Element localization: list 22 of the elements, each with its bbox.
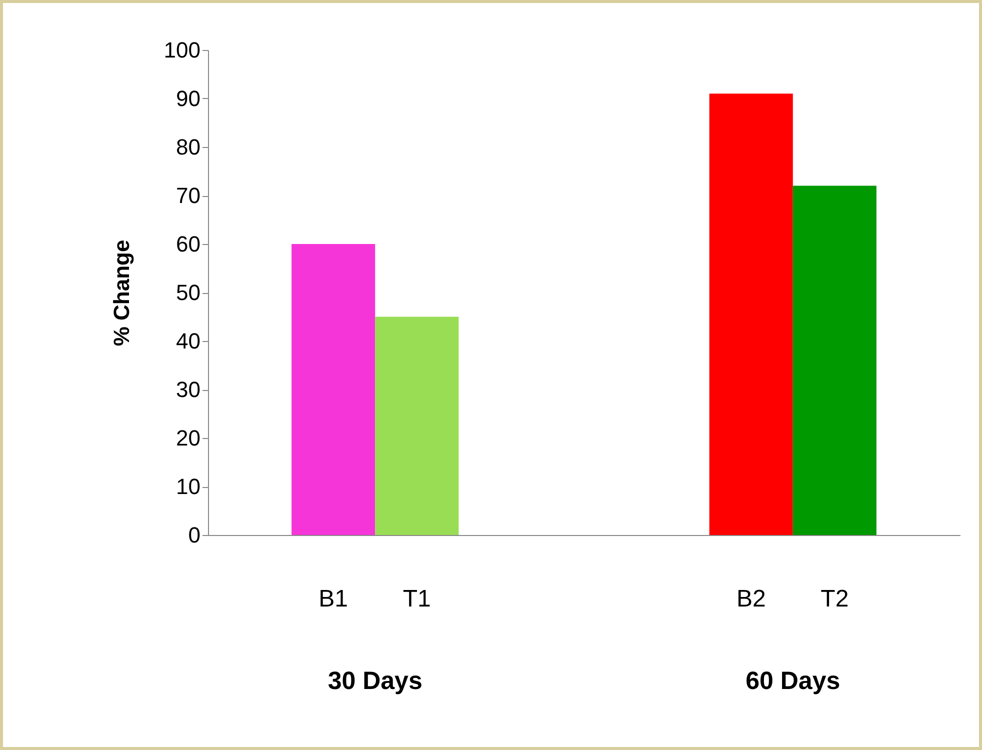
bar: [292, 244, 376, 535]
y-tick-label: 30: [176, 377, 200, 402]
x-tick-label: B1: [318, 586, 348, 612]
y-tick-label: 60: [176, 232, 200, 256]
y-tick-label: 90: [176, 86, 200, 111]
x-tick-label: T2: [820, 586, 849, 612]
x-tick-label: T1: [402, 586, 431, 612]
y-tick-label: 0: [188, 522, 200, 548]
y-tick-label: 70: [176, 183, 200, 208]
y-tick-label: 80: [176, 134, 200, 160]
text: 30 Days: [328, 667, 422, 695]
y-tick-label: 20: [176, 426, 200, 450]
bar: [709, 94, 793, 535]
y-tick-label: 10: [176, 474, 200, 499]
bar: [792, 186, 876, 535]
y-tick-label: 100: [164, 38, 200, 62]
y-tick-label: 40: [176, 328, 200, 354]
text: 60 Days: [746, 667, 840, 695]
bar: [375, 316, 459, 535]
y-tick-label: 50: [176, 280, 200, 305]
y-axis-title: % Change: [108, 240, 134, 346]
x-tick-label: B2: [736, 586, 766, 612]
